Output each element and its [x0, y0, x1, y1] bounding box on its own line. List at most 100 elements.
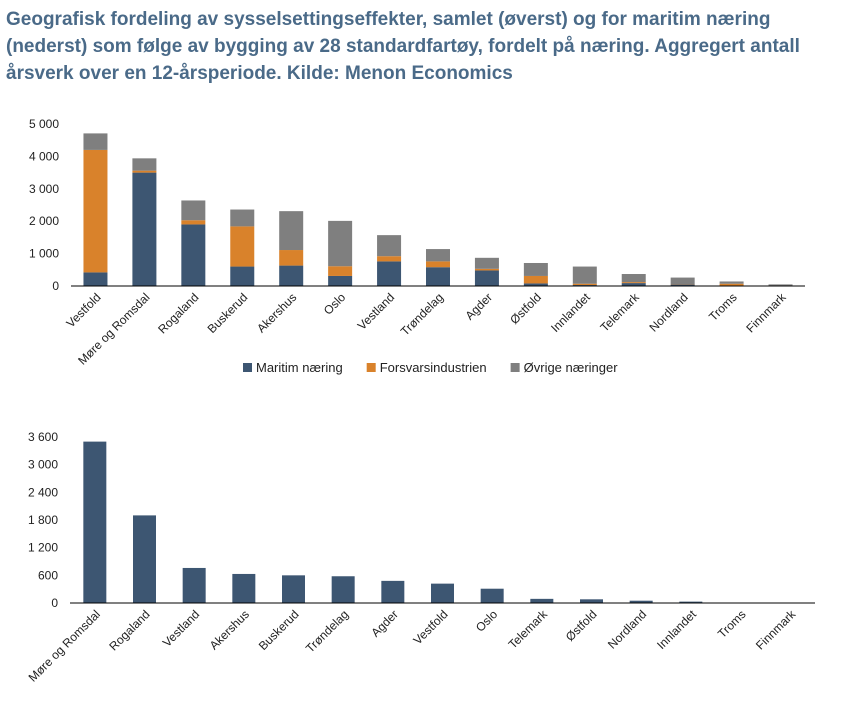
x-tick-label-vestland: Vestland — [355, 290, 397, 332]
legend-label-ovrige-naeringer: Øvrige næringer — [524, 360, 619, 375]
bar-maritim-naering-oslo — [328, 275, 353, 286]
legend-label-forsvarsindustrien: Forsvarsindustrien — [380, 360, 487, 375]
y-tick-label: 2 400 — [28, 485, 58, 499]
y-tick-label: 3 000 — [29, 182, 59, 196]
bar-forsvarsindustrien-vestfold — [83, 149, 108, 273]
bar-forsvarsindustrien-innlandet — [572, 283, 597, 286]
x-tick-label-buskerud: Buskerud — [256, 607, 302, 653]
x-tick-label-rogaland: Rogaland — [106, 607, 152, 653]
x-tick-label-finnmark: Finnmark — [743, 290, 789, 336]
y-tick-label: 1 200 — [28, 541, 58, 555]
bar-ovrige-naeringer-nordland — [670, 277, 695, 285]
bar-forsvarsindustrien-rogaland — [181, 220, 206, 225]
bar-maritim-naering-telemark — [621, 283, 646, 286]
x-tick-label-more-og-romsdal: Møre og Romsdal — [26, 607, 103, 684]
bar-ovrige-naeringer-telemark — [621, 274, 646, 283]
bar-maritim-naering-vestland — [182, 567, 206, 603]
bar-maritim-naering-agder — [474, 270, 499, 286]
x-tick-label-innlandet: Innlandet — [548, 290, 593, 335]
bar-maritim-naering-buskerud — [282, 575, 305, 603]
x-tick-label-nordland: Nordland — [646, 290, 690, 334]
bar-maritim-naering-trondelag — [331, 576, 355, 603]
legend-swatch-forsvarsindustrien — [366, 363, 376, 372]
x-tick-label-oslo: Oslo — [473, 607, 501, 635]
bar-maritim-naering-vestland — [377, 261, 402, 286]
bar-forsvarsindustrien-troms — [719, 283, 744, 286]
bar-forsvarsindustrien-more-og-romsdal — [132, 170, 157, 173]
bar-maritim-naering-rogaland — [133, 515, 156, 603]
bar-maritim-naering-ostfold — [523, 283, 548, 286]
y-tick-label: 3 000 — [28, 458, 58, 472]
bar-maritim-naering-trondelag — [426, 267, 450, 286]
x-tick-label-ostfold: Østfold — [507, 290, 544, 327]
x-tick-label-vestland: Vestland — [160, 607, 202, 649]
x-tick-label-agder: Agder — [463, 290, 496, 323]
bar-ovrige-naeringer-oslo — [328, 220, 353, 267]
y-tick-label: 5 000 — [29, 117, 59, 131]
bar-maritim-naering-agder — [381, 580, 405, 603]
bar-maritim-naering-rogaland — [181, 224, 206, 286]
bar-forsvarsindustrien-buskerud — [230, 226, 255, 267]
maritime-employment-chart: 0 600 1 200 1 800 2 400 3 000 3 600 Møre og Rom… — [26, 430, 815, 685]
bar-maritim-naering-oslo — [480, 588, 504, 603]
bar-maritim-naering-nordland — [629, 600, 653, 603]
x-tick-label-vestfold: Vestfold — [411, 607, 451, 647]
bar-maritim-naering-vestfold — [431, 583, 454, 603]
chart-title: Geografisk fordeling av sysselsettingsef… — [6, 9, 800, 84]
y-tick-label: 1 000 — [29, 247, 59, 261]
bar-ovrige-naeringer-troms — [719, 281, 744, 284]
bar-forsvarsindustrien-trondelag — [426, 261, 450, 268]
x-tick-label-telemark: Telemark — [598, 290, 643, 335]
bar-maritim-naering-telemark — [530, 598, 554, 603]
x-tick-label-vestfold: Vestfold — [63, 290, 103, 330]
x-tick-label-trondelag: Trøndelag — [303, 607, 351, 655]
bar-maritim-naering-buskerud — [230, 266, 255, 286]
bar-forsvarsindustrien-agder — [474, 268, 499, 271]
bar-ovrige-naeringer-akershus — [279, 211, 304, 251]
x-tick-label-ostfold: Østfold — [563, 607, 600, 644]
legend-swatch-maritim-naering — [243, 363, 252, 372]
bar-ovrige-naeringer-buskerud — [230, 209, 255, 227]
bar-maritim-naering-vestfold — [83, 272, 108, 286]
y-tick-label: 2 000 — [29, 214, 59, 228]
x-tick-label-troms: Troms — [706, 290, 740, 324]
bar-ovrige-naeringer-more-og-romsdal — [132, 158, 157, 171]
bar-forsvarsindustrien-telemark — [621, 282, 646, 284]
bar-maritim-naering-innlandet — [679, 601, 703, 603]
x-tick-label-agder: Agder — [368, 607, 401, 640]
y-tick-label: 0 — [52, 279, 59, 293]
x-tick-label-buskerud: Buskerud — [205, 290, 251, 336]
bar-forsvarsindustrien-oslo — [328, 266, 353, 276]
bar-forsvarsindustrien-vestland — [377, 256, 402, 262]
bar-maritim-naering-akershus — [232, 573, 256, 603]
bar-ovrige-naeringer-agder — [474, 257, 499, 269]
bar-ovrige-naeringer-vestfold — [83, 133, 108, 150]
bar-ovrige-naeringer-finnmark — [768, 284, 793, 286]
x-tick-label-troms: Troms — [715, 607, 749, 641]
legend-label-maritim-naering: Maritim næring — [256, 360, 343, 375]
x-tick-label-rogaland: Rogaland — [155, 290, 201, 336]
y-tick-label: 0 — [51, 596, 58, 610]
bar-maritim-naering-nordland — [670, 284, 695, 286]
bar-forsvarsindustrien-ostfold — [523, 275, 548, 284]
bar-maritim-naering-akershus — [279, 265, 304, 286]
bar-maritim-naering-more-og-romsdal — [83, 441, 107, 603]
x-tick-label-akershus: Akershus — [254, 290, 299, 335]
bar-maritim-naering-more-og-romsdal — [132, 172, 157, 286]
y-tick-label: 1 800 — [28, 513, 58, 527]
bar-ovrige-naeringer-trondelag — [426, 249, 450, 262]
y-tick-label: 3 600 — [28, 430, 58, 444]
y-tick-label: 600 — [38, 568, 58, 582]
y-tick-label: 4 000 — [29, 149, 59, 163]
bar-forsvarsindustrien-akershus — [279, 250, 304, 266]
x-tick-label-akershus: Akershus — [207, 607, 252, 652]
x-tick-label-nordland: Nordland — [605, 607, 649, 651]
x-tick-label-trondelag: Trøndelag — [398, 290, 446, 338]
bar-maritim-naering-ostfold — [580, 599, 603, 603]
x-tick-label-innlandet: Innlandet — [654, 607, 699, 652]
bar-ovrige-naeringer-rogaland — [181, 200, 206, 221]
x-tick-label-oslo: Oslo — [321, 290, 349, 318]
legend-swatch-ovrige-naeringer — [510, 363, 520, 372]
bar-ovrige-naeringer-ostfold — [523, 262, 548, 276]
